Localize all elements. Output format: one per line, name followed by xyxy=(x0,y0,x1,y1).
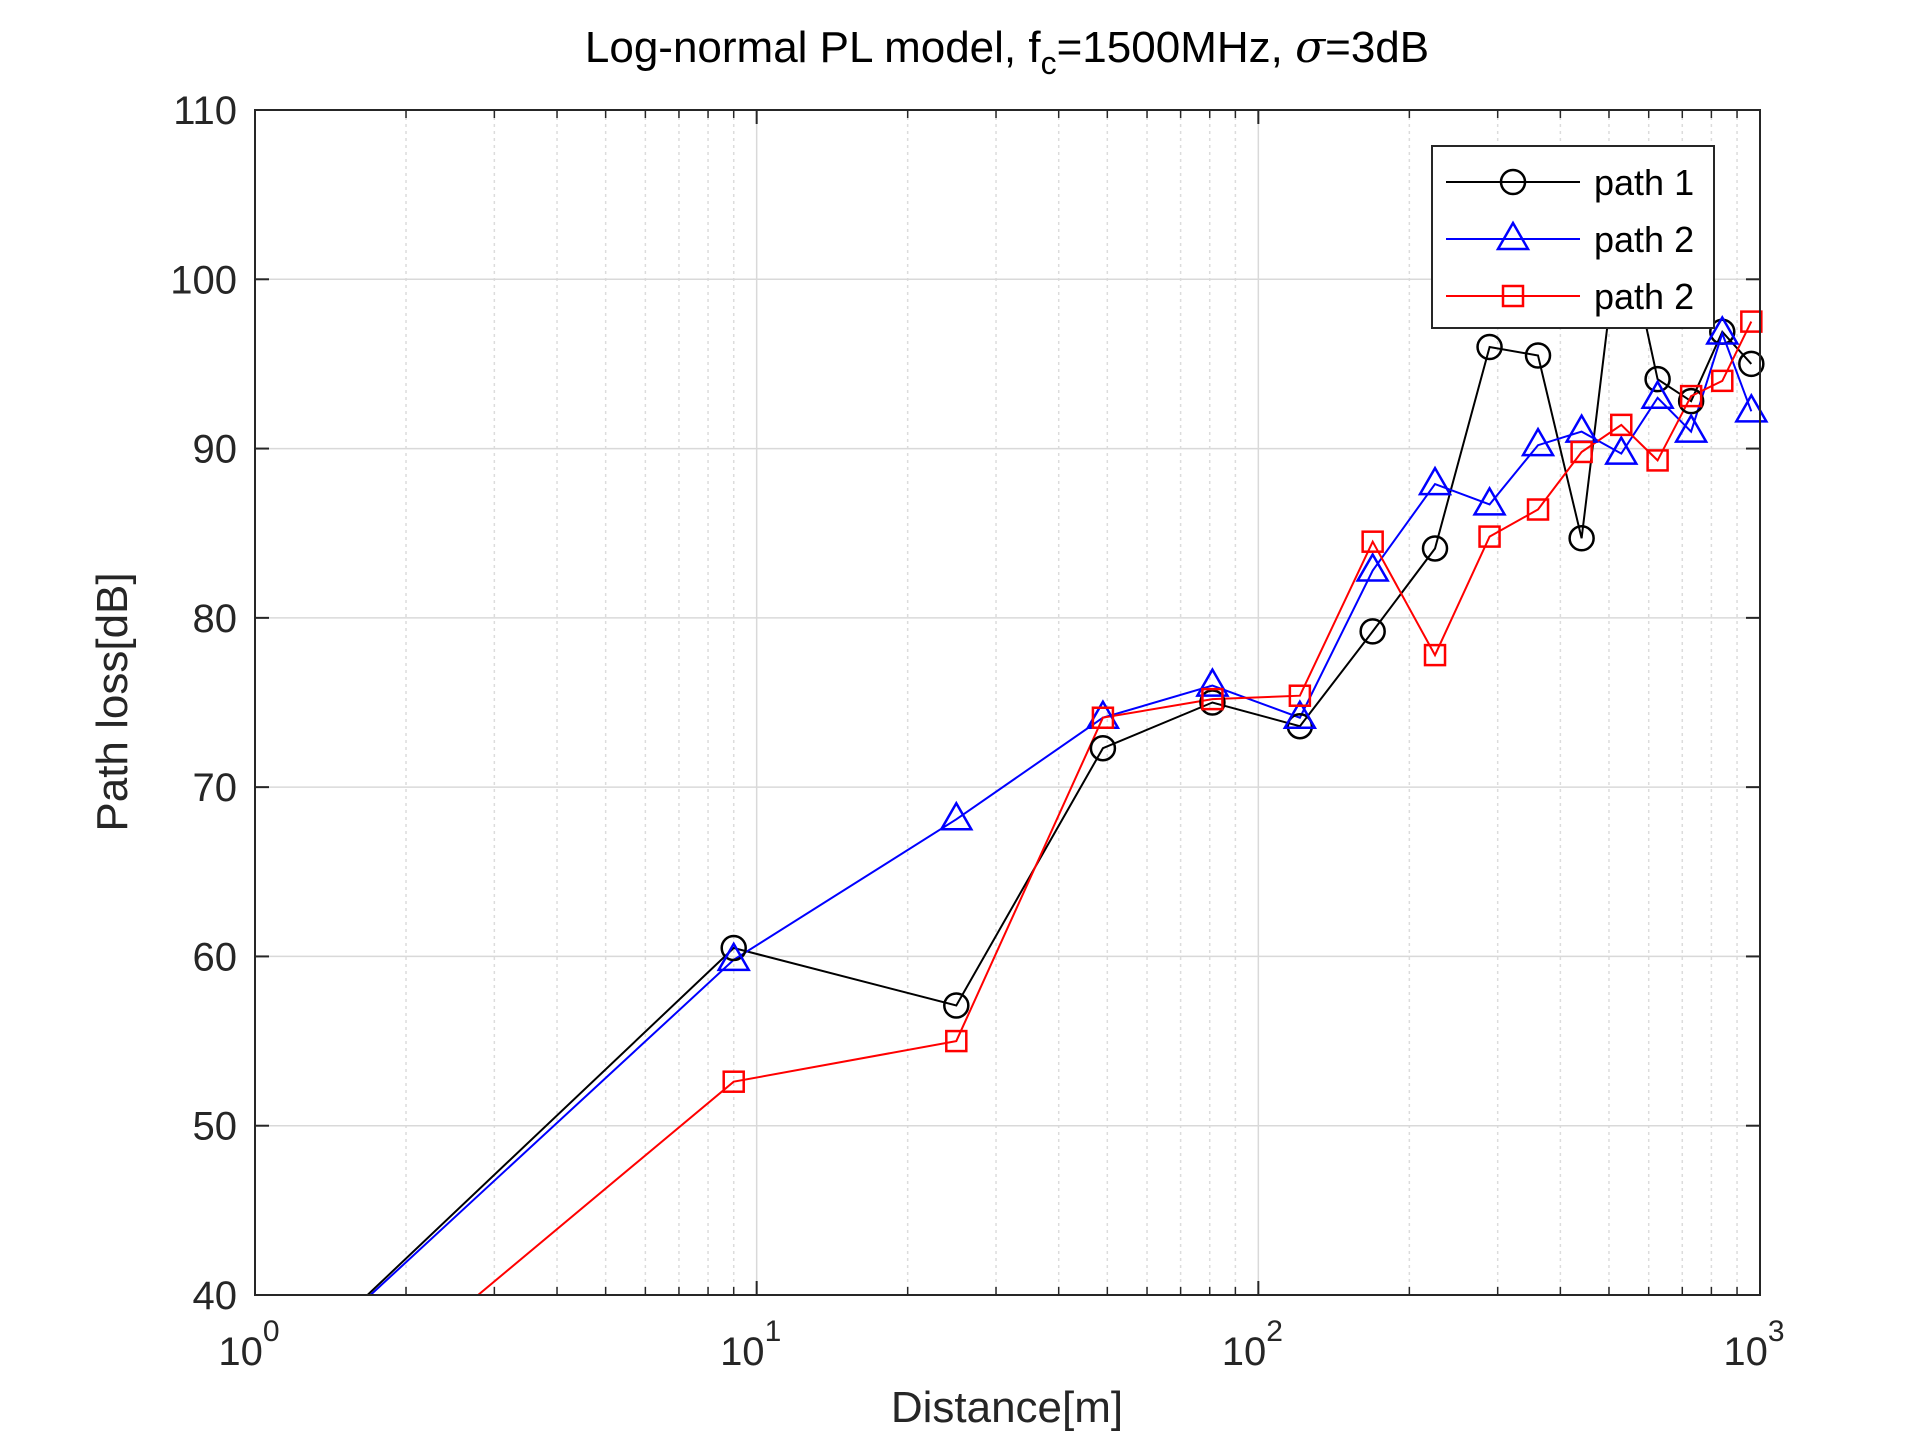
data-point xyxy=(1524,342,1552,369)
legend-marker xyxy=(1495,220,1531,251)
data-point xyxy=(1705,314,1740,345)
y-tick-label: 60 xyxy=(193,935,238,979)
data-point xyxy=(1679,384,1703,408)
legend-marker xyxy=(1499,168,1527,196)
data-point xyxy=(1199,689,1226,716)
data-point xyxy=(1740,310,1763,333)
x-tick-label: 101 xyxy=(720,1315,781,1374)
data-point xyxy=(716,941,751,972)
data-point xyxy=(1089,734,1117,762)
chart-title: Log-normal PL model, fc=1500MHz, σ=3dB xyxy=(585,22,1429,81)
data-point xyxy=(1610,413,1633,437)
series-line-3 xyxy=(476,321,1753,1295)
series-line-2 xyxy=(369,330,1753,1295)
legend-label: path 1 xyxy=(1594,162,1694,203)
y-axis-title: Path loss[dB] xyxy=(88,572,137,831)
data-point xyxy=(943,992,970,1019)
series-line-1 xyxy=(366,211,1753,1295)
y-tick-label: 90 xyxy=(193,428,238,472)
legend-marker xyxy=(1501,284,1525,308)
series-layer xyxy=(366,211,1753,1295)
y-tick-label: 70 xyxy=(193,766,238,810)
data-point xyxy=(1361,530,1384,553)
y-tick-label: 50 xyxy=(193,1105,238,1149)
data-point xyxy=(1417,465,1453,496)
y-tick-label: 110 xyxy=(173,89,237,133)
data-point xyxy=(1421,535,1449,562)
data-point xyxy=(1423,643,1447,667)
y-tick-label: 80 xyxy=(193,597,238,641)
data-point xyxy=(1478,525,1501,548)
data-point xyxy=(1359,618,1386,645)
data-point xyxy=(1734,392,1769,423)
data-point xyxy=(945,1029,968,1053)
tick-marks xyxy=(254,109,1761,1296)
data-point xyxy=(1711,369,1734,393)
data-point xyxy=(720,934,747,962)
x-tick-label: 102 xyxy=(1222,1315,1283,1374)
data-point xyxy=(1091,706,1115,729)
data-point xyxy=(1646,449,1669,472)
data-point xyxy=(1288,684,1312,707)
plot-frame xyxy=(254,109,1761,1296)
data-point xyxy=(1201,687,1224,711)
y-tick-label: 100 xyxy=(170,258,237,302)
tick-labels: 100 101 102 103 40 50 60 70 80 90 100 110 xyxy=(170,89,1784,1374)
data-point xyxy=(1568,525,1595,552)
marker-layer xyxy=(716,198,1769,1093)
data-point xyxy=(1673,413,1709,443)
x-tick-label: 103 xyxy=(1723,1315,1784,1374)
y-tick-label: 40 xyxy=(193,1274,238,1318)
data-point xyxy=(1570,440,1593,464)
data-point xyxy=(939,800,974,831)
legend: path 1 path 2 path 2 xyxy=(1431,145,1715,329)
data-point xyxy=(1526,498,1550,521)
data-point xyxy=(1355,551,1390,582)
data-point xyxy=(1738,350,1765,378)
legend-label: path 2 xyxy=(1594,219,1694,260)
data-point xyxy=(1520,426,1556,457)
data-point xyxy=(1476,333,1503,361)
legend-label: path 2 xyxy=(1594,276,1694,317)
legend-box xyxy=(1431,145,1715,329)
data-point xyxy=(1604,435,1639,465)
x-tick-label: 100 xyxy=(218,1315,279,1374)
data-point xyxy=(1286,712,1314,740)
data-point xyxy=(1472,485,1507,516)
data-point xyxy=(722,1070,745,1093)
data-point xyxy=(1195,667,1230,697)
data-point xyxy=(1640,379,1675,410)
data-point xyxy=(1644,365,1671,393)
data-point xyxy=(1282,699,1318,729)
x-axis-title: Distance[m] xyxy=(891,1383,1123,1432)
